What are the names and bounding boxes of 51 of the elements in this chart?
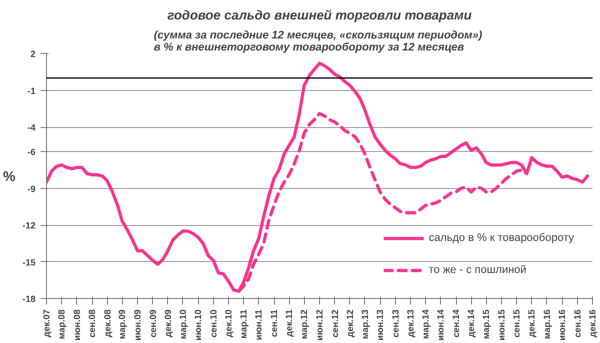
y-tick-label: 2 [30,49,36,59]
x-tick-label: сен.13 [390,309,400,338]
x-tick-label: сен.10 [208,309,218,338]
y-tick-label: -4 [28,122,36,132]
x-tick-label: мар.12 [299,309,310,340]
x-tick-label: мар.11 [238,309,248,339]
x-tick-label: июн.11 [254,310,264,340]
x-tick-label: сен.09 [148,309,158,338]
line-series [46,62,590,293]
x-tick-label: дек.16 [588,310,598,338]
x-tick-label: июн.12 [314,309,324,341]
x-tick-label: сен.15 [512,309,522,338]
x-tick-label: дек.10 [224,310,234,338]
x-tick-label: дек.13 [406,310,416,338]
x-tick-label: мар.15 [481,309,492,340]
x-tick-label: мар.13 [360,309,370,340]
x-tick-label: сен.08 [87,309,98,338]
x-tick-label: июн.13 [375,309,386,341]
x-tick-label: дек.11 [284,309,294,337]
y-tick-label: -9 [28,184,36,194]
x-tick-label: дек.07 [42,310,52,338]
x-tick-label: июн.10 [193,309,204,341]
x-tick-label: сен.12 [330,309,340,338]
x-tick-label: июн.16 [557,309,568,341]
x-tick-label: мар.08 [56,309,67,340]
x-tick-label: мар.09 [117,309,128,340]
legend-label: сальдо в % к товарообороту [428,232,574,244]
x-tick-label: июн.15 [496,309,506,341]
x-tick-label: мар.10 [178,309,188,340]
y-tick-label: -12 [22,220,36,230]
x-tick-label: июн.14 [436,309,446,341]
chart-title: годовое сальдо внешней торговли товарами [167,8,472,22]
x-tick-label: дек.15 [526,310,537,338]
x-tick-label: июн.09 [132,309,142,341]
y-tick-label: -1 [28,86,36,96]
x-tick-label: дек.12 [344,310,355,338]
x-tick-label: дек.09 [162,310,173,338]
x-tick-label: сен.14 [451,309,461,338]
x-tick-label: мар.14 [420,309,430,340]
y-tick-label: -6 [28,147,36,157]
x-tick-label: июн.08 [72,309,82,341]
x-tick-label: дек.08 [102,310,112,338]
x-tick-label: дек.14 [466,310,476,338]
x-tick-label: мар.16 [542,309,552,340]
y-tick-label: -15 [22,257,36,268]
y-axis-title: % [3,168,16,184]
x-tick-label: сен.16 [572,309,582,338]
x-tick-label: сен.11 [269,309,279,337]
y-tick-label: -18 [22,294,36,304]
legend-label: то же - с пошлиной [428,264,526,276]
chart-subtitle: (сумма за последние 12 месяцев, «скользящим периодом») в % к внешнеторговому товарообороту за 12 месяцев [154,30,482,54]
